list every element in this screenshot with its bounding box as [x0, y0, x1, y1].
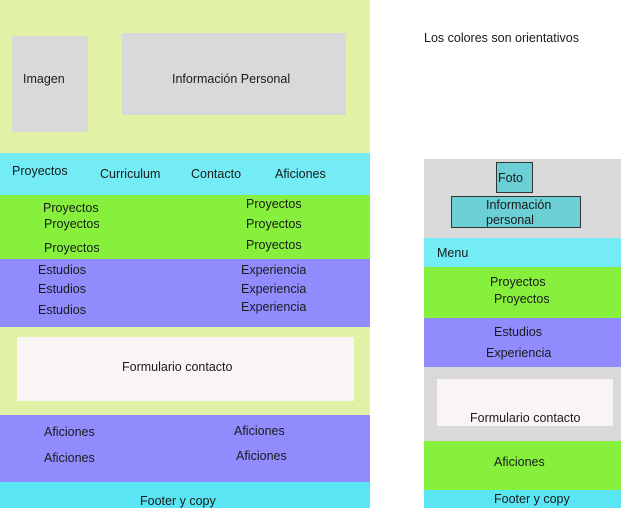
- nav-item-aficiones[interactable]: Aficiones: [275, 167, 326, 181]
- project-item: Proyectos: [44, 241, 100, 255]
- project-item: Proyectos: [246, 217, 302, 231]
- studies-item: Estudios: [38, 303, 86, 317]
- project-item: Proyectos: [43, 201, 99, 215]
- experience-item: Experiencia: [241, 282, 307, 296]
- desktop-info-label: Información Personal: [172, 72, 291, 86]
- hobby-item: Aficiones: [236, 449, 287, 463]
- mobile-contact-form-label: Formulario contacto: [470, 411, 581, 425]
- experience-item: Experiencia: [241, 300, 307, 314]
- nav-item-contacto[interactable]: Contacto: [191, 167, 242, 181]
- desktop-info-box: [122, 33, 346, 115]
- hobby-item: Aficiones: [44, 425, 95, 439]
- mobile-menu-button[interactable]: Menu: [437, 246, 469, 260]
- project-item: Proyectos: [246, 197, 302, 211]
- mobile-projects-band: [424, 267, 621, 318]
- mobile-experience-item: Experiencia: [486, 346, 552, 360]
- hobby-item: Aficiones: [234, 424, 285, 438]
- desktop-cv-band: [0, 259, 370, 327]
- mobile-info-label-line1: Información: [486, 198, 552, 212]
- desktop-hobbies-band: [0, 415, 370, 482]
- mobile-footer-band: [424, 490, 621, 508]
- nav-item-proyectos[interactable]: Proyectos: [12, 164, 68, 178]
- mobile-hobbies-band: [424, 441, 621, 490]
- mobile-contact-form[interactable]: [437, 379, 613, 426]
- desktop-footer-label: Footer y copy: [140, 494, 216, 508]
- mobile-info-box: [451, 196, 581, 228]
- desktop-image-label: Imagen: [23, 72, 65, 86]
- color-note: Los colores son orientativos: [424, 31, 579, 45]
- desktop-nav-band: [0, 153, 370, 195]
- mobile-cv-band: [424, 318, 621, 367]
- mobile-photo-box: [496, 162, 533, 193]
- mobile-hobby-item: Aficiones: [494, 455, 545, 469]
- desktop-projects-band: [0, 195, 370, 259]
- experience-item: Experiencia: [241, 263, 307, 277]
- mobile-menu-band: [424, 238, 621, 267]
- mobile-photo-label: Foto: [498, 171, 524, 185]
- mobile-project-item: Proyectos: [494, 292, 550, 306]
- mobile-info-label-line2: personal: [486, 213, 534, 227]
- nav-item-curriculum[interactable]: Curriculum: [100, 167, 161, 181]
- hobby-item: Aficiones: [44, 451, 95, 465]
- desktop-contact-form[interactable]: [17, 337, 354, 401]
- mobile-studies-item: Estudios: [494, 325, 542, 339]
- studies-item: Estudios: [38, 263, 86, 277]
- mobile-project-item: Proyectos: [490, 275, 546, 289]
- project-item: Proyectos: [246, 238, 302, 252]
- project-item: Proyectos: [44, 217, 100, 231]
- mobile-footer-label: Footer y copy: [494, 492, 570, 506]
- desktop-contact-form-label: Formulario contacto: [122, 360, 233, 374]
- desktop-footer-band: [0, 482, 370, 508]
- studies-item: Estudios: [38, 282, 86, 296]
- desktop-image-box: [12, 36, 88, 132]
